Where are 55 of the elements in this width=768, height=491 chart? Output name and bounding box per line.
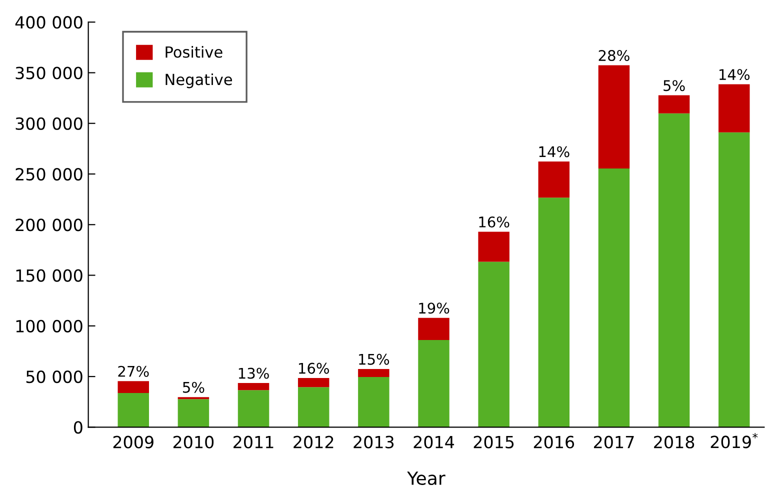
- x-tick-label: 2009: [113, 436, 154, 448]
- bar: [418, 318, 450, 340]
- annotation: 5%: [664, 80, 685, 92]
- bar: [118, 393, 149, 428]
- x-tick-label: 2011: [234, 436, 274, 448]
- bar: [478, 262, 510, 428]
- x-tick-label: 2017: [594, 436, 634, 448]
- legend-label: Positive: [166, 46, 222, 58]
- x-axis-title: Year: [407, 472, 446, 486]
- bar: [658, 113, 690, 428]
- y-tick-label: 150 000: [16, 269, 82, 282]
- annotation: 27%: [118, 366, 149, 377]
- annotation: 16%: [298, 362, 329, 374]
- bar: [598, 65, 630, 169]
- x-tick-label: 2013: [354, 436, 394, 448]
- bar: [298, 378, 330, 388]
- annotation: 28%: [598, 50, 630, 62]
- bar: [598, 168, 630, 428]
- y-tick-label: 300 000: [16, 117, 82, 130]
- x-tick-label: 2018: [654, 436, 694, 448]
- annotation: 19%: [419, 302, 450, 314]
- annotation: 13%: [238, 368, 269, 379]
- bar: [238, 390, 270, 428]
- bar: [358, 369, 390, 378]
- y-tick-label: 350 000: [16, 66, 82, 80]
- annotation: 15%: [359, 354, 390, 365]
- x-tick-label: 2019$^{*}$: [710, 433, 758, 448]
- y-tick-label: 200 000: [16, 218, 82, 232]
- bar: [178, 399, 210, 428]
- bar: [118, 381, 149, 394]
- bar: [358, 377, 390, 428]
- x-tick-label: 2010: [173, 436, 214, 448]
- bar: [538, 161, 570, 198]
- annotation: 16%: [479, 216, 510, 228]
- bar: [298, 387, 330, 428]
- annotation: 5%: [183, 382, 204, 393]
- y-tick-label: 50 000: [26, 370, 82, 384]
- y-tick-label: 250 000: [16, 168, 82, 181]
- bar: [238, 383, 270, 390]
- bar: [538, 198, 570, 428]
- legend-label: Negative: [166, 73, 232, 88]
- bar: [478, 232, 510, 262]
- bar: [718, 132, 750, 428]
- x-tick-label: 2012: [294, 436, 334, 448]
- bar: [658, 95, 690, 114]
- x-tick-label: 2016: [534, 436, 574, 448]
- x-tick-label: 2014: [414, 436, 454, 448]
- bar: [418, 340, 450, 428]
- x-tick-label: 2015: [474, 436, 514, 448]
- y-tick-label: 0: [74, 421, 82, 434]
- bar: [718, 84, 750, 132]
- y-tick-label: 400 000: [15, 16, 82, 29]
- y-tick-label: 100 000: [16, 320, 82, 332]
- annotation: 14%: [539, 146, 570, 158]
- annotation: 14%: [720, 69, 750, 80]
